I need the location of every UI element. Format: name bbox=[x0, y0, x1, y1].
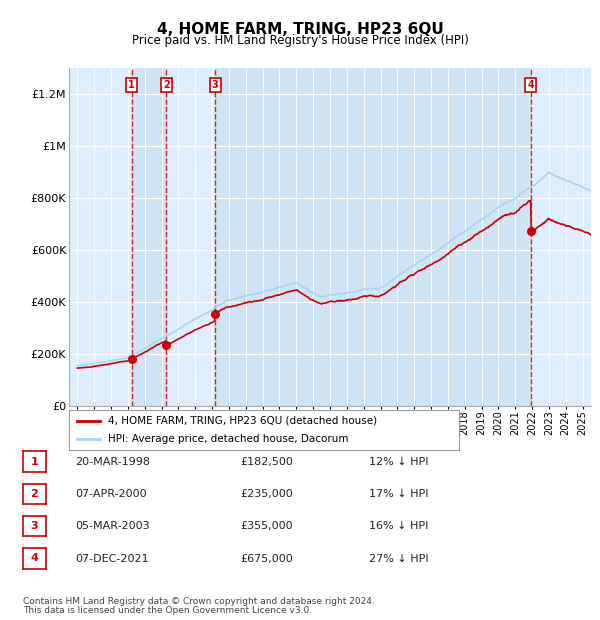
Text: £355,000: £355,000 bbox=[240, 521, 293, 531]
Text: 1: 1 bbox=[128, 80, 135, 90]
Text: HPI: Average price, detached house, Dacorum: HPI: Average price, detached house, Daco… bbox=[108, 434, 349, 444]
Text: 07-APR-2000: 07-APR-2000 bbox=[75, 489, 146, 499]
Text: £235,000: £235,000 bbox=[240, 489, 293, 499]
Text: £675,000: £675,000 bbox=[240, 554, 293, 564]
Text: 3: 3 bbox=[31, 521, 38, 531]
Text: 27% ↓ HPI: 27% ↓ HPI bbox=[369, 554, 428, 564]
Text: This data is licensed under the Open Government Licence v3.0.: This data is licensed under the Open Gov… bbox=[23, 606, 312, 615]
Text: 17% ↓ HPI: 17% ↓ HPI bbox=[369, 489, 428, 499]
Text: 16% ↓ HPI: 16% ↓ HPI bbox=[369, 521, 428, 531]
Text: 2: 2 bbox=[31, 489, 38, 499]
Text: 1: 1 bbox=[31, 456, 38, 467]
Text: 05-MAR-2003: 05-MAR-2003 bbox=[75, 521, 149, 531]
Text: 2: 2 bbox=[163, 80, 170, 90]
Text: Price paid vs. HM Land Registry's House Price Index (HPI): Price paid vs. HM Land Registry's House … bbox=[131, 34, 469, 47]
Bar bbox=[215, 68, 531, 406]
Text: 4: 4 bbox=[527, 80, 534, 90]
Text: 07-DEC-2021: 07-DEC-2021 bbox=[75, 554, 149, 564]
Text: 12% ↓ HPI: 12% ↓ HPI bbox=[369, 457, 428, 467]
Bar bbox=[131, 68, 166, 406]
Text: 20-MAR-1998: 20-MAR-1998 bbox=[75, 457, 150, 467]
Text: 4: 4 bbox=[30, 553, 38, 564]
Text: 4, HOME FARM, TRING, HP23 6QU: 4, HOME FARM, TRING, HP23 6QU bbox=[157, 22, 443, 37]
Text: 3: 3 bbox=[212, 80, 218, 90]
Text: £182,500: £182,500 bbox=[240, 457, 293, 467]
Text: 4, HOME FARM, TRING, HP23 6QU (detached house): 4, HOME FARM, TRING, HP23 6QU (detached … bbox=[108, 416, 377, 426]
Text: Contains HM Land Registry data © Crown copyright and database right 2024.: Contains HM Land Registry data © Crown c… bbox=[23, 597, 374, 606]
